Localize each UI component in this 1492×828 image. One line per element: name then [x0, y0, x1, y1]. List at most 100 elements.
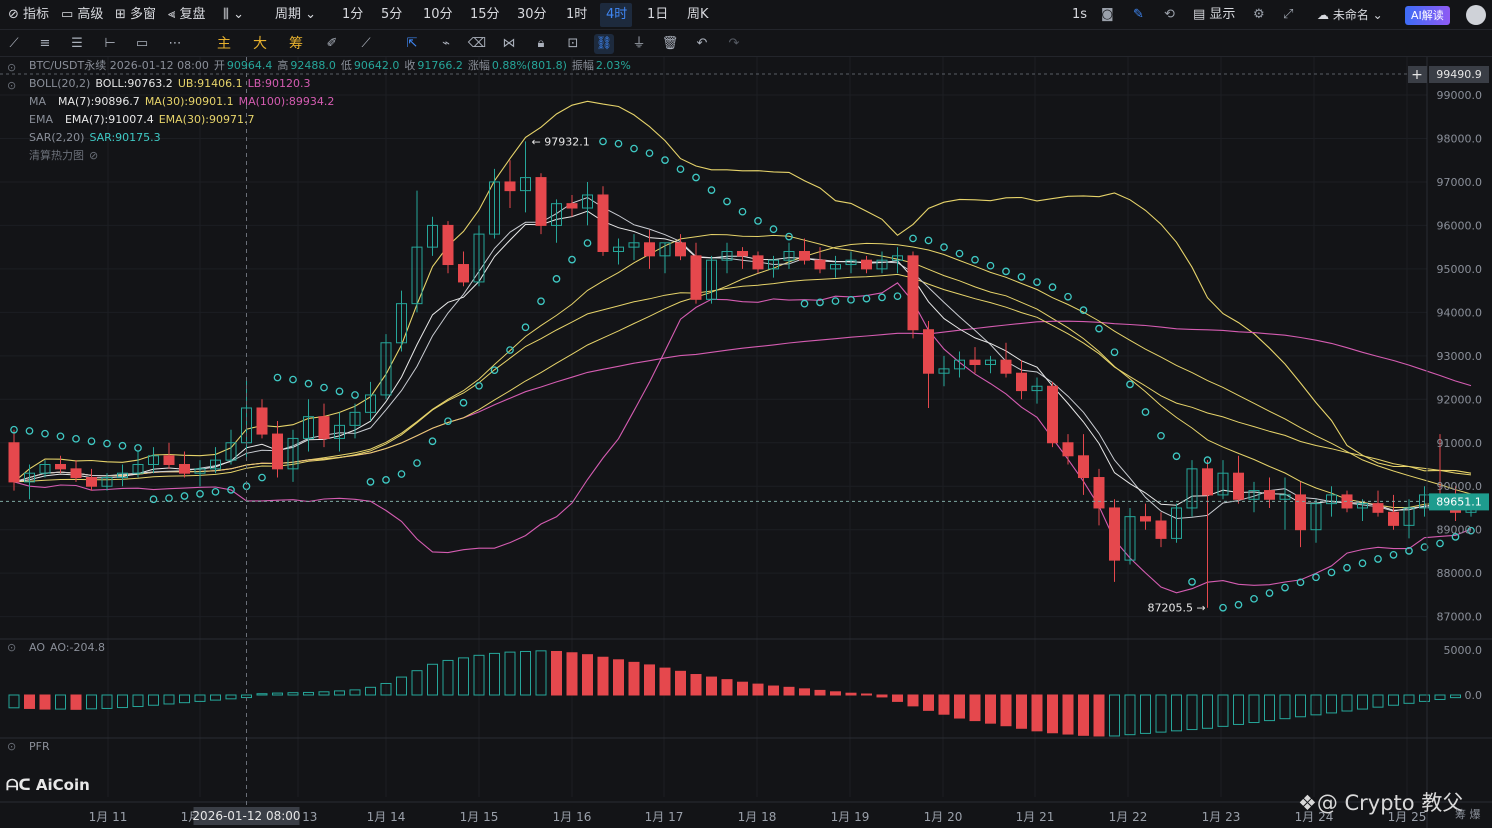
main-force-icon[interactable]: 主	[217, 36, 231, 52]
ma100-value: MA(100):89934.2	[238, 95, 335, 108]
display-button[interactable]: ▤ 显示	[1193, 0, 1235, 30]
candle-body	[318, 416, 330, 439]
undo-icon[interactable]: ↶	[696, 36, 708, 51]
edit-icon[interactable]: ✐	[326, 36, 338, 51]
ao-collapse-icon[interactable]: ⊙	[7, 641, 17, 654]
trash-icon[interactable]: 🗑︎	[661, 36, 679, 51]
speed-label[interactable]: 1s	[1072, 7, 1088, 22]
cloud-icon: ☁	[1317, 8, 1333, 22]
ma7-value: MA(7):90896.7	[58, 95, 140, 108]
big-order-icon[interactable]: 大	[253, 36, 267, 52]
cursor-icon[interactable]: ⇱	[406, 36, 418, 51]
line-tool-icon[interactable]: ⟋	[9, 36, 19, 51]
timeframe-7[interactable]: 1日	[647, 7, 669, 22]
ao-name[interactable]: AO	[29, 641, 45, 654]
timeframe-1[interactable]: 5分	[381, 7, 403, 22]
ao-bar	[411, 670, 423, 696]
candle-body	[644, 242, 655, 257]
candle-body	[1264, 490, 1275, 500]
timeframe-3[interactable]: 15分	[470, 7, 500, 22]
ao-bar	[1279, 694, 1291, 720]
hide-icon[interactable]: ⊡	[567, 36, 579, 51]
fullscreen-icon[interactable]: ⤢	[1283, 7, 1294, 22]
layout-dropdown[interactable]: ☁ 未命名 ⌄	[1317, 0, 1383, 30]
redo-icon[interactable]: ↷	[728, 36, 740, 51]
high-annotation: ← 97932.1	[532, 135, 590, 148]
candle-body	[1031, 385, 1043, 392]
boll-name[interactable]: BOLL(20,2)	[29, 77, 91, 90]
timeframe-6[interactable]: 4时	[606, 7, 628, 22]
settings-icon[interactable]: ⚙	[1253, 7, 1265, 22]
legend-collapse-icons[interactable]: ⊙ ⊙	[7, 61, 17, 92]
advanced-button[interactable]: ▭ 高级	[61, 0, 103, 30]
camera-icon[interactable]: ◙	[1101, 7, 1114, 22]
chip-icon[interactable]: 筹	[289, 36, 303, 52]
eye-off-icon[interactable]: ⊘	[89, 149, 99, 162]
filter-icon[interactable]: ⏚	[632, 36, 646, 51]
sar-dot	[72, 434, 80, 443]
sar-name[interactable]: SAR(2,20)	[29, 131, 85, 144]
ema-name[interactable]: EMA	[29, 113, 53, 126]
amp-label: 振幅	[571, 59, 594, 72]
ao-bar	[783, 686, 795, 696]
sar-dot	[986, 261, 995, 270]
sar-dot	[1048, 283, 1057, 291]
ray-tool-icon[interactable]: ⊢	[104, 36, 116, 51]
avatar[interactable]	[1466, 5, 1486, 25]
sar-dot	[428, 437, 437, 446]
timeframe-4[interactable]: 30分	[517, 7, 547, 22]
lock-icon[interactable]: 🔒︎	[537, 36, 545, 51]
pfr-name[interactable]: PFR	[29, 740, 50, 753]
sar-dot	[707, 186, 716, 194]
aicoin-logo: ᗩᑕ AiCoin	[6, 776, 90, 794]
ruler-icon[interactable]: ⌁	[442, 36, 450, 51]
timeframe-0[interactable]: 1分	[342, 7, 364, 22]
measure-icon[interactable]: ⟋	[361, 36, 371, 51]
sar-dot	[1451, 533, 1460, 541]
top-toolbar: ⊘ 指标 ▭ 高级 ⊞ 多窗 ⫷ 复盘 ⫼ ⌄ 周期 ⌄ 1分 5分 10分 15分 3…	[0, 0, 1492, 30]
top-price-bg	[1429, 66, 1489, 83]
sar-dot	[366, 478, 375, 486]
parallel-tool-icon[interactable]: ☰	[71, 36, 83, 51]
more-tool-icon[interactable]: ⋯	[168, 36, 182, 51]
pfr-collapse-icon[interactable]: ⊙	[7, 740, 17, 753]
heatmap-legend[interactable]: 清算热力图 ⊘	[29, 149, 103, 163]
ma-name[interactable]: MA	[29, 95, 47, 108]
ao-bar	[675, 670, 686, 696]
magnet-icon[interactable]: ⋈	[502, 36, 516, 51]
axes: 99000.0 98000.0 97000.0 96000.0 95000.0 94000…	[0, 57, 1492, 828]
ao-bar	[799, 688, 810, 696]
sar-dot	[196, 490, 204, 498]
candle-body	[737, 250, 748, 257]
candle-body	[628, 242, 640, 248]
plus-icon[interactable]: +	[1411, 67, 1423, 83]
period-dropdown[interactable]: 周期 ⌄	[275, 0, 316, 30]
ao-bar	[659, 667, 671, 696]
sar-dot	[878, 293, 886, 302]
rect-tool-icon[interactable]: ▭	[135, 36, 149, 51]
ao-bar	[597, 656, 609, 696]
multi-window-button[interactable]: ⊞ 多窗	[115, 0, 156, 30]
hline-tool-icon[interactable]: ≡	[39, 36, 51, 51]
indicators-button[interactable]: ⊘ 指标	[8, 0, 49, 30]
link-icon[interactable]: ⛓︎	[594, 34, 614, 54]
undo-icon[interactable]: ⟲	[1164, 7, 1175, 22]
candle-body	[365, 394, 376, 413]
ao-bar	[117, 694, 128, 709]
replay-button[interactable]: ⫷ 复盘	[168, 0, 205, 30]
timeframe-2[interactable]: 10分	[423, 7, 453, 22]
ai-interpret-button[interactable]: AI解读	[1405, 6, 1450, 25]
ao-bar	[1341, 694, 1353, 712]
timeframe-8[interactable]: 周K	[687, 7, 709, 22]
sar-dot	[537, 297, 545, 306]
display-label: 显示	[1209, 7, 1236, 22]
sar-dot	[1296, 578, 1305, 587]
timeframe-5[interactable]: 1时	[566, 7, 588, 22]
ao-bar	[845, 692, 857, 696]
add-alert-button[interactable]	[1408, 66, 1427, 83]
eraser-icon[interactable]: ⌫	[467, 36, 487, 51]
price-chart[interactable]: 99000.0 98000.0 97000.0 96000.0 95000.0 94000…	[0, 57, 1492, 828]
chart-type-button[interactable]: ⫼ ⌄	[223, 0, 244, 30]
pen-icon[interactable]: ✎	[1133, 7, 1144, 22]
advanced-icon: ▭	[61, 7, 78, 22]
